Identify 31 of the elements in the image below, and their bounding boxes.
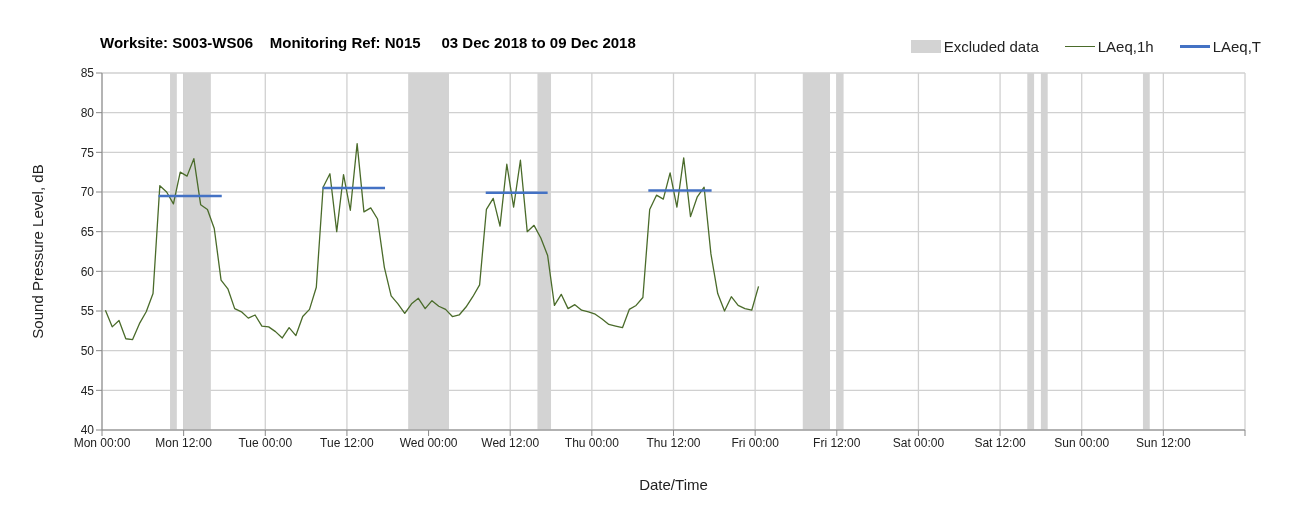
x-tick-label: Mon 00:00: [73, 435, 131, 450]
y-axis-title: Sound Pressure Level, dB: [29, 164, 47, 339]
x-tick-label: Thu 00:00: [564, 435, 620, 450]
y-tick-label: 85: [80, 66, 95, 81]
y-tick-label: 50: [80, 343, 95, 358]
x-tick-label: Tue 12:00: [320, 435, 375, 450]
legend-label: LAeq,1h: [1097, 38, 1154, 55]
y-tick-label: 80: [80, 105, 95, 120]
legend-label: Excluded data: [943, 38, 1039, 55]
chart-title: Worksite: S003-WS06 Monitoring Ref: N015 03 Dec 2018 to 09 Dec 2018: [100, 34, 636, 51]
y-tick-label: 45: [80, 383, 95, 398]
x-tick-label: Sat 00:00: [892, 435, 945, 450]
y-tick-label: 60: [80, 264, 95, 279]
x-tick-label: Sun 00:00: [1054, 435, 1110, 450]
x-tick-label: Sun 12:00: [1136, 435, 1192, 450]
x-tick-label: Wed 12:00: [481, 435, 540, 450]
x-tick-label: Mon 12:00: [155, 435, 213, 450]
line-series: [104, 142, 760, 341]
x-tick-label: Tue 00:00: [238, 435, 293, 450]
x-tick-label: Fri 00:00: [731, 435, 780, 450]
x-tick-label: Sat 12:00: [974, 435, 1027, 450]
y-tick-label: 65: [80, 224, 95, 239]
x-tick-label: Thu 12:00: [646, 435, 701, 450]
y-tick-label: 75: [80, 145, 95, 160]
legend-label: LAeq,T: [1212, 38, 1261, 55]
x-axis-title: Date/Time: [639, 476, 708, 493]
y-tick-label: 55: [80, 304, 95, 319]
x-tick-label: Fri 12:00: [813, 435, 861, 450]
y-tick-label: 40: [80, 423, 95, 438]
x-tick-label: Wed 00:00: [399, 435, 458, 450]
y-tick-label: 70: [80, 185, 95, 200]
